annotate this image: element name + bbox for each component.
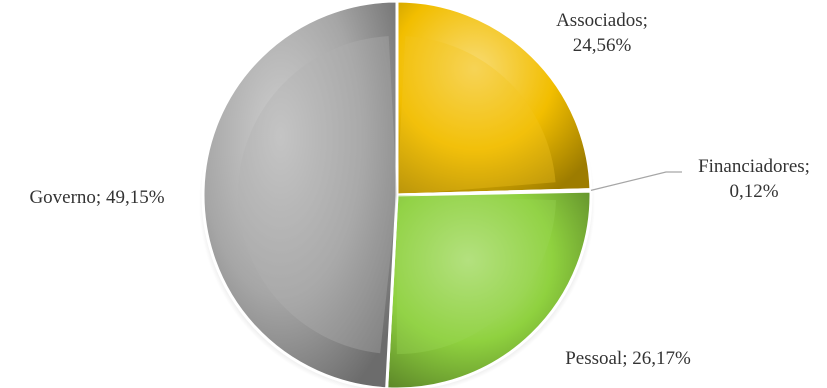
leader-lines [590, 171, 682, 191]
pie-slice-bevel-governo [237, 36, 397, 354]
leader-line-financiadores [590, 171, 682, 191]
slice-label-associados: Associados; 24,56% [556, 10, 648, 56]
slice-label-financiadores: Financiadores; 0,12% [698, 156, 810, 202]
pie-slice-bevel-associados [397, 36, 556, 195]
pie-slice-governo [201, 0, 399, 388]
slice-labels: Associados; 24,56% Financiadores; 0,12% Pess… [29, 10, 809, 369]
pie-slice-pessoal [385, 189, 593, 388]
pie-slices [201, 0, 593, 388]
slice-label-governo: Governo; 49,15% [29, 187, 164, 208]
pie-slice-bevel-pessoal [396, 195, 556, 355]
pie-slice-associados [395, 0, 593, 197]
slice-label-pessoal: Pessoal; 26,17% [565, 348, 691, 369]
